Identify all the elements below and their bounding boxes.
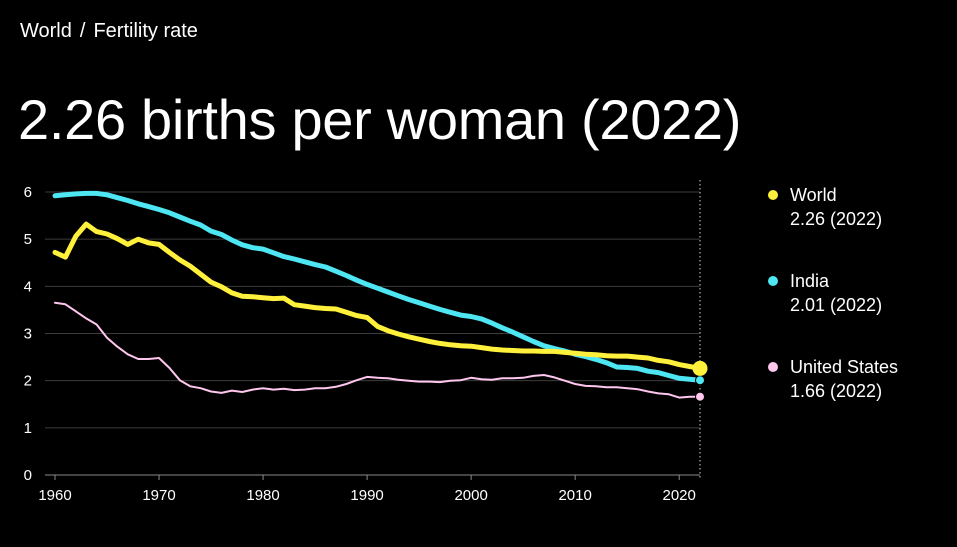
legend-dot-india [768, 276, 778, 286]
series-line-world [52, 221, 703, 371]
legend-dot-united-states [768, 362, 778, 372]
x-tick-label-2010: 2010 [558, 487, 591, 504]
x-tick-label-1970: 1970 [142, 487, 175, 504]
data-point-india-2022 [695, 375, 705, 386]
legend-dot-world [768, 190, 778, 200]
y-tick-label-3: 3 [24, 326, 32, 343]
x-tick-label-1960: 1960 [38, 487, 71, 504]
data-point-world-2022 [692, 360, 708, 376]
x-tick-label-2000: 2000 [454, 487, 487, 504]
data-point-united-states-2022 [695, 391, 705, 402]
legend-label-world: World [790, 185, 837, 205]
breadcrumb-link-world[interactable]: World [20, 20, 72, 42]
breadcrumb-separator: / [79, 20, 86, 42]
y-tick-label-5: 5 [24, 231, 32, 248]
legend-label-india: India [790, 271, 830, 291]
y-tick-label-1: 1 [24, 420, 32, 437]
x-tick-label-2020: 2020 [663, 487, 696, 504]
legend-value-india: 2.01 (2022) [790, 295, 883, 315]
series-line-united-states [54, 301, 701, 399]
x-tick-label-1990: 1990 [350, 487, 383, 504]
page-title: 2.26 births per woman (2022) [18, 88, 742, 151]
breadcrumb-current: Fertility rate [93, 20, 198, 42]
fertility-rate-chart[interactable]: 0 1 2 3 4 5 6 1960 1970 1980 1990 2000 2010 2020 [0, 170, 740, 510]
breadcrumb: World / Fertility rate [20, 20, 198, 43]
legend-item-india[interactable]: India 2.01 (2022) [768, 269, 953, 317]
series-line-india [52, 190, 703, 383]
legend-value-world: 2.26 (2022) [790, 209, 883, 229]
y-tick-label-4: 4 [24, 278, 32, 295]
y-tick-label-0: 0 [24, 467, 32, 484]
legend-item-united-states[interactable]: United States 1.66 (2022) [768, 355, 953, 403]
x-tick-label-1980: 1980 [246, 487, 279, 504]
legend-value-united-states: 1.66 (2022) [790, 381, 883, 401]
legend: World 2.26 (2022) India 2.01 (2022) Unit… [768, 183, 953, 441]
legend-item-world[interactable]: World 2.26 (2022) [768, 183, 953, 231]
y-tick-label-6: 6 [24, 184, 32, 201]
y-tick-label-2: 2 [24, 373, 32, 390]
legend-label-united-states: United States [790, 357, 899, 377]
